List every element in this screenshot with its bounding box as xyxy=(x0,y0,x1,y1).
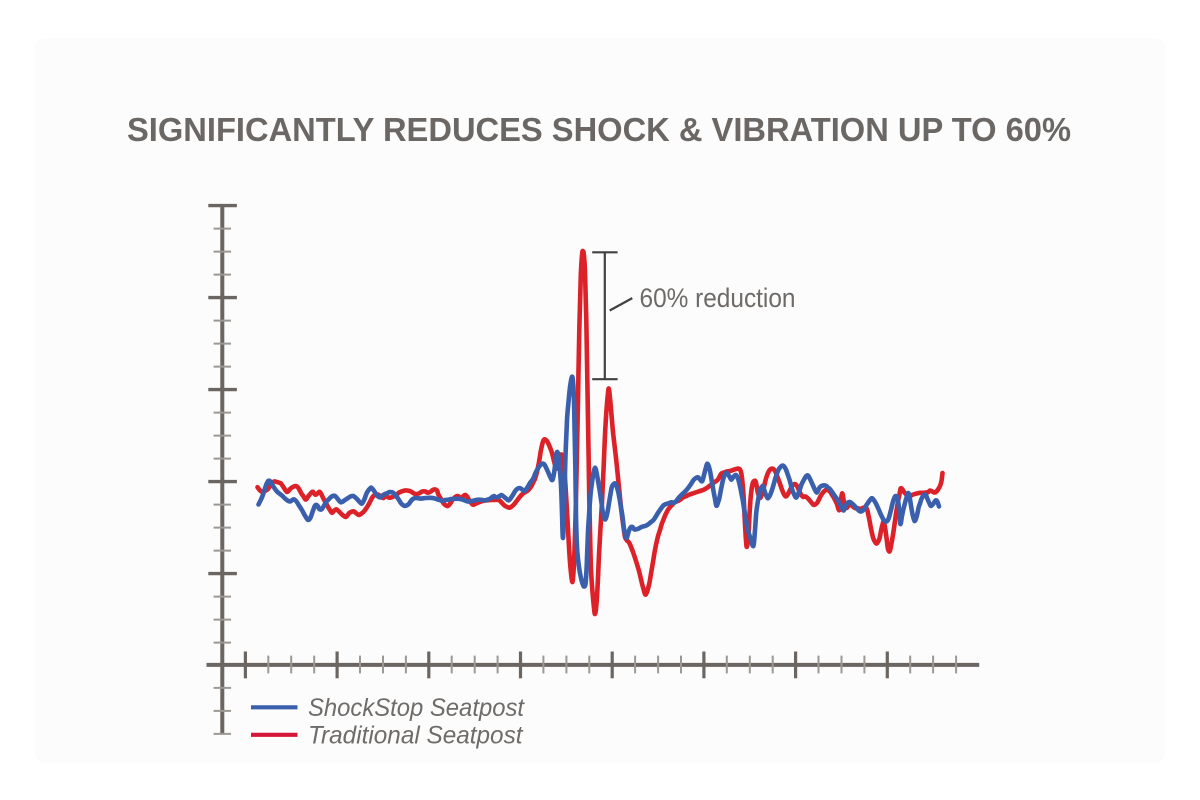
svg-text:Traditional Seatpost: Traditional Seatpost xyxy=(308,721,524,749)
svg-text:SIGNIFICANTLY REDUCES SHOCK &: SIGNIFICANTLY REDUCES SHOCK & VIBRATION … xyxy=(127,111,1071,148)
svg-text:60% reduction: 60% reduction xyxy=(640,283,796,313)
svg-text:ShockStop Seatpost: ShockStop Seatpost xyxy=(308,694,525,722)
